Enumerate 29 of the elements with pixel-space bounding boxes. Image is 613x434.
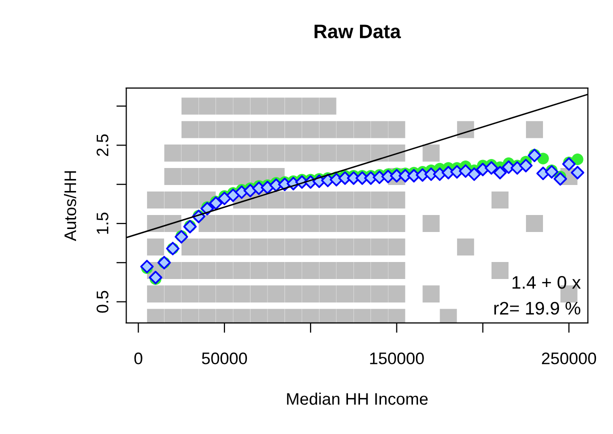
x-tick-label: 0: [134, 352, 142, 364]
point: [554, 172, 568, 186]
point: [484, 161, 498, 175]
x-tick-label: 50000: [202, 352, 247, 364]
point: [226, 188, 240, 202]
point: [544, 165, 558, 179]
point: [148, 270, 162, 284]
annotation: 1.4 + 0 x: [512, 276, 581, 289]
x-axis-title: Median HH Income: [287, 392, 428, 405]
y-tick-label: 1.5: [96, 212, 108, 234]
point: [493, 166, 507, 180]
point: [562, 157, 576, 171]
point: [519, 158, 533, 172]
annotation: r2= 19.9 %: [494, 302, 580, 315]
point: [570, 166, 584, 180]
y-axis-title: Autos/HH: [64, 171, 76, 242]
point: [140, 260, 154, 274]
chart-title: Raw Data: [314, 24, 401, 38]
x-tick-label: 250000: [542, 352, 596, 364]
point: [218, 192, 232, 206]
y-tick-label: 0.5: [96, 290, 108, 313]
x-tick-label: 150000: [370, 352, 424, 364]
point: [200, 202, 214, 216]
point: [572, 154, 584, 166]
y-tick-label: 2.5: [96, 134, 108, 156]
point: [209, 196, 223, 210]
point: [458, 164, 472, 178]
point: [260, 180, 274, 194]
point: [467, 167, 481, 181]
